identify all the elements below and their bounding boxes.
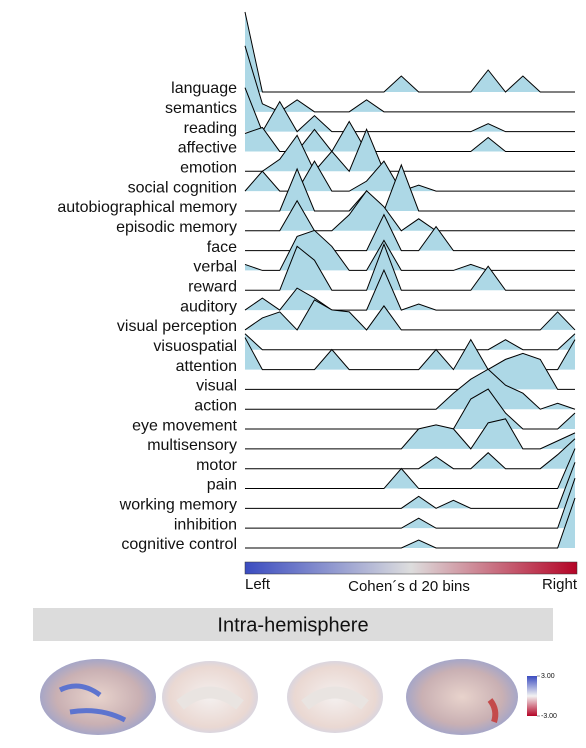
brain-image — [40, 659, 156, 735]
brain-images — [40, 659, 518, 735]
ridge-area — [245, 12, 575, 92]
row-label: auditory — [180, 298, 237, 315]
ridge-line — [245, 418, 576, 450]
brain-image — [406, 659, 518, 735]
row-label: verbal — [193, 259, 237, 276]
ridge-area — [245, 129, 575, 172]
ridge-area — [245, 337, 575, 370]
ridge-area — [245, 389, 575, 430]
ridge-area — [245, 121, 575, 152]
row-label: social cognition — [128, 179, 237, 196]
row-label: multisensory — [147, 437, 237, 454]
ridge-line — [245, 462, 576, 509]
colorbar — [244, 561, 578, 575]
ridge-line — [245, 190, 575, 232]
panel-header — [33, 608, 553, 641]
ridge-area — [245, 418, 575, 449]
brain-colorbar — [527, 676, 537, 716]
ridge-line — [245, 368, 576, 410]
row-label: working memory — [119, 497, 237, 514]
row-label: reward — [188, 278, 237, 295]
row-label: eye movement — [132, 417, 237, 434]
row-label: visual perception — [117, 318, 237, 335]
row-label: pain — [207, 477, 237, 494]
ridge-area — [245, 230, 575, 271]
row-label: language — [171, 80, 237, 97]
row-label: face — [207, 239, 237, 256]
ridge-area — [245, 448, 575, 489]
ridge-area — [245, 244, 575, 291]
ridge-line — [245, 127, 575, 173]
brain-region — [301, 686, 369, 710]
row-label: episodic memory — [116, 219, 237, 236]
row-label: reading — [184, 120, 237, 137]
row-label: autobiographical memory — [57, 199, 237, 216]
row-label: inhibition — [174, 516, 237, 533]
ridge-line — [245, 448, 576, 490]
ridge-line — [245, 242, 575, 291]
brain-colorbar-ticks: 3.00 -3.00 — [537, 673, 557, 720]
ridge-line — [244, 229, 575, 271]
brain-colorbar-tick-label: 3.00 — [541, 673, 555, 680]
brain-region — [487, 698, 499, 723]
ridge-area — [245, 87, 575, 132]
ridgeline-plot: language semantics reading affective emotion… — [57, 11, 576, 553]
ridge-line — [244, 333, 576, 351]
row-label: emotion — [180, 160, 237, 177]
row-label: action — [194, 397, 237, 414]
ridge-line — [244, 87, 575, 133]
x-label-left: Left — [245, 576, 271, 593]
brain-region — [58, 683, 127, 723]
ridge-line — [245, 438, 576, 470]
x-label-right: Right — [542, 576, 578, 593]
panel-title: Intra-hemisphere — [217, 614, 368, 636]
ridge-line — [245, 352, 575, 390]
ridge-line — [244, 45, 575, 113]
brain-colorbar-tick-label: -3.00 — [541, 713, 557, 720]
ridge-line — [244, 11, 575, 93]
row-label: motor — [196, 457, 238, 474]
ridge-area — [245, 353, 575, 390]
ridge-line — [245, 388, 576, 430]
ridge-line — [245, 163, 575, 212]
ridge-area — [245, 438, 575, 469]
row-label: cognitive control — [121, 536, 237, 553]
x-label: Cohen´s d 20 bins — [348, 578, 470, 595]
brain-region — [176, 686, 244, 710]
row-label: visual — [196, 378, 237, 395]
ridge-area — [245, 333, 575, 350]
ridge-line — [244, 268, 575, 311]
ridge-line — [245, 497, 576, 549]
ridge-line — [245, 478, 576, 529]
row-label: attention — [176, 358, 237, 375]
row-label: affective — [178, 140, 237, 157]
row-label: semantics — [165, 100, 237, 117]
ridge-line — [244, 299, 576, 331]
row-label: visuospatial — [153, 338, 237, 355]
